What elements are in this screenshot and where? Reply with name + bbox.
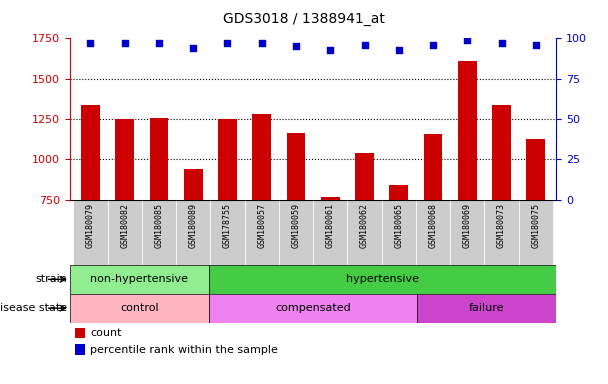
Text: GSM180089: GSM180089 [188, 203, 198, 248]
Point [463, 37, 472, 43]
Bar [116, 119, 134, 200]
Point [223, 40, 232, 46]
Bar [75, 328, 86, 338]
Text: GSM180073: GSM180073 [497, 203, 506, 248]
Text: GSM180061: GSM180061 [326, 203, 335, 248]
Bar [108, 200, 142, 265]
Bar [184, 169, 202, 200]
Point [86, 40, 95, 46]
Bar [389, 185, 408, 200]
Point [257, 40, 266, 46]
Point [188, 45, 198, 51]
Text: non-hypertensive: non-hypertensive [91, 274, 188, 285]
Bar [347, 200, 382, 265]
Text: percentile rank within the sample: percentile rank within the sample [91, 344, 278, 354]
Bar [244, 200, 279, 265]
Text: GSM178755: GSM178755 [223, 203, 232, 248]
Bar [492, 105, 511, 200]
Text: compensated: compensated [275, 303, 351, 313]
Text: GSM180082: GSM180082 [120, 203, 130, 248]
Point [325, 46, 335, 53]
Bar [527, 139, 545, 200]
Text: GSM180065: GSM180065 [394, 203, 403, 248]
Bar [70, 294, 209, 323]
Text: count: count [91, 328, 122, 338]
Bar [150, 118, 168, 200]
Bar [279, 200, 313, 265]
Bar [81, 105, 100, 200]
Bar [424, 134, 443, 200]
Text: GSM180059: GSM180059 [291, 203, 300, 248]
Point [291, 43, 301, 50]
Bar [209, 294, 417, 323]
Bar [286, 133, 305, 200]
Text: GSM180079: GSM180079 [86, 203, 95, 248]
Text: hypertensive: hypertensive [346, 274, 419, 285]
Text: GSM180075: GSM180075 [531, 203, 541, 248]
Point [360, 42, 370, 48]
Text: failure: failure [469, 303, 505, 313]
Bar [142, 200, 176, 265]
Bar [416, 200, 450, 265]
Bar [355, 153, 374, 200]
Bar [75, 344, 86, 355]
Bar [321, 197, 340, 200]
Text: strain: strain [35, 274, 67, 285]
Text: control: control [120, 303, 159, 313]
Bar [210, 200, 244, 265]
Bar [485, 200, 519, 265]
Bar [70, 265, 209, 294]
Bar [209, 265, 556, 294]
Text: GSM180085: GSM180085 [154, 203, 164, 248]
Text: GSM180068: GSM180068 [429, 203, 438, 248]
Bar [313, 200, 347, 265]
Point [394, 46, 404, 53]
Bar [176, 200, 210, 265]
Text: disease state: disease state [0, 303, 67, 313]
Bar [458, 61, 477, 200]
Text: GSM180062: GSM180062 [360, 203, 369, 248]
Text: GSM180057: GSM180057 [257, 203, 266, 248]
Bar [417, 294, 556, 323]
Point [120, 40, 130, 46]
Point [154, 40, 164, 46]
Text: GSM180069: GSM180069 [463, 203, 472, 248]
Point [497, 40, 506, 46]
Bar [382, 200, 416, 265]
Bar [252, 114, 271, 200]
Text: GDS3018 / 1388941_at: GDS3018 / 1388941_at [223, 12, 385, 25]
Bar [218, 119, 237, 200]
Point [531, 42, 541, 48]
Bar [74, 200, 108, 265]
Point [428, 42, 438, 48]
Bar [450, 200, 485, 265]
Bar [519, 200, 553, 265]
